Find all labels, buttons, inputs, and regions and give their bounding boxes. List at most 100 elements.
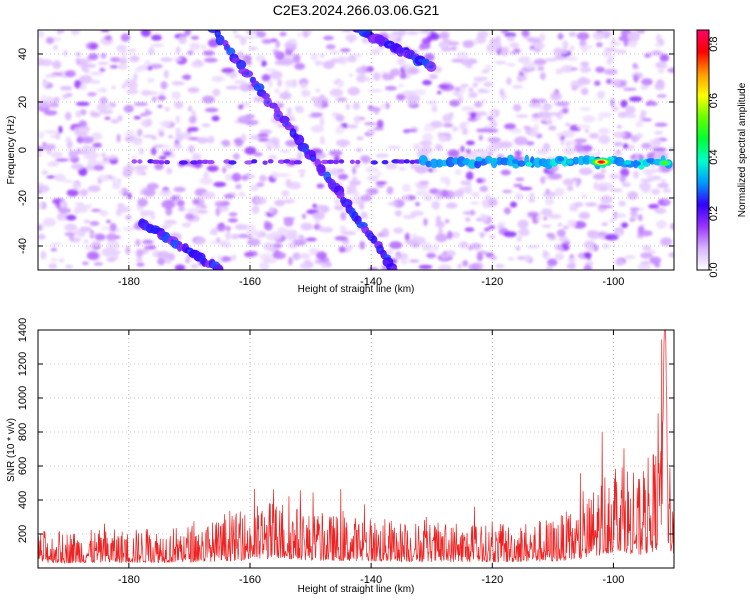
heatmap-streak-core (276, 114, 281, 118)
heatmap-noise-blob (117, 206, 131, 213)
heatmap-noise-blob (158, 155, 167, 160)
heatmap-noise-blob (98, 160, 110, 166)
heatmap-noise-blob (268, 154, 277, 161)
heatmap-noise-blob (609, 42, 622, 46)
heatmap-noise-blob (253, 152, 263, 157)
heatmap-noise-blob (512, 103, 522, 112)
heatmap-noise-blob (285, 48, 293, 56)
heatmap-noise-blob (459, 85, 466, 94)
heatmap-noise-blob (652, 147, 667, 152)
heatmap-noise-blob (118, 63, 128, 70)
heatmap-noise-blob (481, 69, 489, 74)
heatmap-noise-blob (460, 84, 469, 88)
heatmap-noise-blob (503, 231, 517, 238)
heatmap-noise-blob (517, 219, 529, 229)
heatmap-noise-blob (504, 123, 516, 130)
heatmap-noise-blob (143, 188, 156, 197)
heatmap-noise-blob (528, 102, 542, 108)
heatmap-noise-blob (548, 173, 563, 180)
heatmap-noise-blob (150, 215, 156, 220)
heatmap-noise-blob (515, 245, 521, 251)
heatmap-noise-blob (109, 235, 116, 241)
heatmap-noise-blob (168, 135, 174, 139)
heatmap-noise-blob (465, 63, 473, 69)
heatmap-noise-blob (468, 91, 478, 99)
heatmap-noise-blob (557, 33, 564, 40)
heatmap-noise-blob (354, 163, 361, 167)
snr-y-tick-label: 1000 (17, 386, 29, 410)
heatmap-noise-blob (657, 69, 665, 74)
heatmap-noise-blob (406, 94, 421, 103)
heatmap-noise-blob (127, 192, 132, 200)
heatmap-noise-blob (38, 30, 45, 38)
heatmap-noise-blob (151, 43, 165, 47)
heatmap-noise-blob (259, 129, 273, 134)
heatmap-line-blob (355, 159, 361, 165)
heatmap-noise-blob (256, 182, 265, 187)
heatmap-noise-blob (412, 243, 420, 248)
heatmap-noise-blob (581, 45, 588, 53)
heatmap-noise-blob (596, 149, 601, 158)
heatmap-noise-blob (135, 258, 143, 262)
heatmap-noise-blob (654, 207, 667, 214)
heatmap-noise-blob (422, 79, 432, 86)
heatmap-noise-blob (64, 111, 72, 121)
heatmap-noise-blob (368, 89, 383, 93)
heatmap-noise-blob (142, 239, 154, 245)
heatmap-noise-blob (314, 60, 324, 66)
colorbar: 0.0 0.2 0.4 0.6 0.8 Normalized spectral ampl… (696, 29, 748, 278)
heatmap-noise-blob (90, 71, 103, 76)
heatmap-noise-blob (480, 232, 485, 239)
heatmap-noise-blob (75, 101, 90, 106)
heatmap-noise-blob (261, 38, 273, 44)
heatmap-noise-blob (352, 166, 357, 175)
heatmap-noise-blob (461, 127, 469, 135)
heatmap-noise-blob (65, 93, 73, 97)
heatmap-line-core (501, 157, 509, 163)
snr-x-tick-label: -100 (602, 574, 624, 586)
heatmap-noise-blob (133, 116, 141, 120)
heatmap-noise-blob (93, 164, 105, 171)
heatmap-noise-blob (69, 233, 74, 241)
heatmap-noise-blob (537, 66, 545, 71)
heatmap-noise-blob (415, 189, 428, 197)
heatmap-noise-blob (347, 86, 360, 96)
heatmap-noise-blob (488, 225, 496, 230)
heatmap-noise-blob (187, 87, 200, 93)
heatmap-noise-blob (490, 120, 498, 129)
heatmap-noise-blob (162, 144, 170, 150)
snr-x-axis-label: Height of straight line (km) (298, 584, 415, 595)
heatmap-noise-blob (600, 167, 607, 174)
heatmap-noise-blob (340, 211, 347, 221)
heatmap-noise-blob (211, 75, 225, 82)
heatmap-noise-blob (94, 233, 106, 241)
heatmap-noise-blob (184, 30, 191, 36)
heatmap-noise-blob (316, 183, 325, 189)
heatmap-noise-blob (240, 102, 252, 107)
heatmap-feature-layer (131, 30, 673, 270)
heatmap-noise-blob (89, 221, 100, 226)
heatmap-noise-blob (437, 188, 443, 197)
heatmap-noise-blob (135, 165, 149, 170)
heatmap-noise-blob (99, 96, 108, 104)
heatmap-line-blob (244, 160, 254, 165)
heatmap-noise-blob (310, 52, 319, 61)
heatmap-noise-blob (566, 263, 576, 270)
heatmap-noise-blob (75, 57, 81, 65)
heatmap-noise-blob (54, 173, 66, 182)
heatmap-noise-blob (380, 103, 388, 109)
heatmap-noise-blob (583, 264, 593, 270)
heatmap-noise-blob (462, 211, 477, 215)
heatmap-noise-blob (576, 32, 590, 41)
heatmap-noise-blob (118, 57, 128, 65)
heatmap-noise-blob (329, 88, 343, 97)
heatmap-noise-blob (188, 144, 195, 153)
heatmap-noise-blob (231, 172, 242, 182)
heatmap-noise-blob (164, 107, 170, 112)
heatmap-noise-blob (569, 45, 575, 52)
heatmap-noise-blob (138, 147, 144, 155)
heatmap-noise-blob (531, 42, 546, 49)
heatmap-noise-blob (527, 37, 542, 44)
heatmap-noise-blob (188, 115, 197, 124)
